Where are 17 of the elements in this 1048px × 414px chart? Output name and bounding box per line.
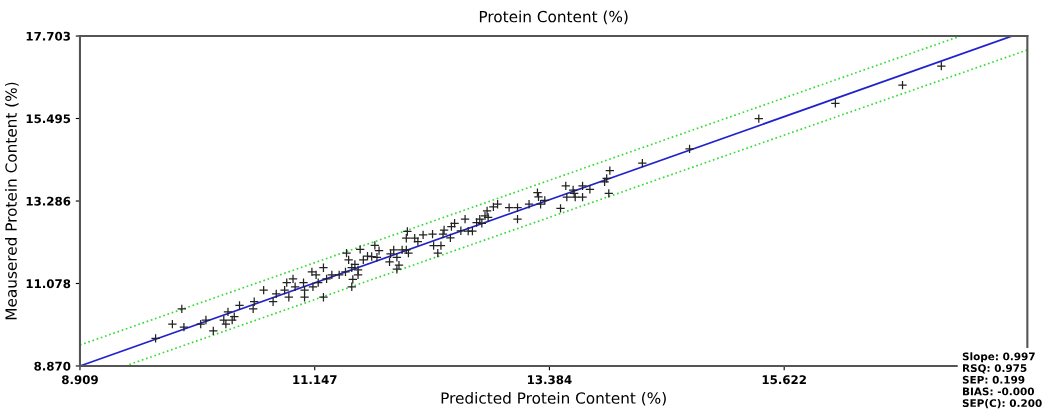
y-tick-label: 17.703 <box>26 31 70 41</box>
y-tick-label: 13.286 <box>26 196 71 206</box>
y-tick-label: 8.870 <box>34 361 71 371</box>
y-tick-label: 15.495 <box>26 114 71 124</box>
x-tick-label: 11.147 <box>293 375 337 384</box>
text: SEP(C): 0.200 <box>962 398 1042 409</box>
y-axis-title: Meausered Protein Content (%) <box>5 82 19 320</box>
x-tick-label: 13.384 <box>527 375 572 385</box>
x-tick-label: 8.909 <box>62 375 98 385</box>
y-tick-label: 11.078 <box>26 279 71 289</box>
x-tick-label: 15.622 <box>762 375 806 385</box>
x-axis-title: Predicted Protein Content (%) <box>441 391 666 406</box>
chart-title: Protein Content (%) <box>479 10 628 25</box>
annotation: RSQ: 0.975 <box>963 364 1027 374</box>
text: BIAS: -0.000 <box>963 387 1035 396</box>
annotation: Slope: 0.997 <box>962 352 1035 363</box>
text: SEP: 0.199 <box>962 375 1025 384</box>
